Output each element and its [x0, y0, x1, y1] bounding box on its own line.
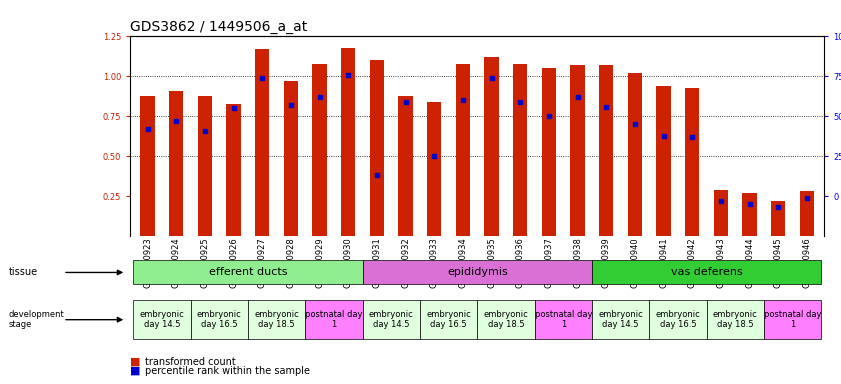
- Bar: [312, 64, 327, 236]
- Bar: [535, 300, 592, 339]
- Bar: [140, 96, 155, 236]
- Text: ■: ■: [130, 366, 140, 376]
- Bar: [649, 300, 706, 339]
- Bar: [706, 300, 764, 339]
- Bar: [362, 260, 592, 285]
- Bar: [305, 300, 362, 339]
- Text: postnatal day
1: postnatal day 1: [305, 310, 362, 329]
- Bar: [542, 68, 556, 236]
- Text: embryonic
day 14.5: embryonic day 14.5: [369, 310, 414, 329]
- Bar: [800, 192, 814, 236]
- Text: efferent ducts: efferent ducts: [209, 267, 287, 278]
- Bar: [226, 104, 241, 236]
- Text: transformed count: transformed count: [145, 357, 236, 367]
- Bar: [592, 260, 822, 285]
- Bar: [283, 81, 298, 236]
- Bar: [714, 190, 728, 236]
- Bar: [427, 102, 442, 236]
- Text: tissue: tissue: [8, 267, 38, 278]
- Bar: [592, 300, 649, 339]
- Bar: [133, 300, 191, 339]
- Text: embryonic
day 18.5: embryonic day 18.5: [713, 310, 758, 329]
- Bar: [627, 73, 643, 236]
- Bar: [362, 300, 420, 339]
- Bar: [456, 64, 470, 236]
- Text: GDS3862 / 1449506_a_at: GDS3862 / 1449506_a_at: [130, 20, 308, 34]
- Bar: [169, 91, 183, 236]
- Text: postnatal day
1: postnatal day 1: [764, 310, 822, 329]
- Bar: [513, 64, 527, 236]
- Text: embryonic
day 14.5: embryonic day 14.5: [140, 310, 184, 329]
- Bar: [771, 201, 785, 236]
- Bar: [420, 300, 477, 339]
- Bar: [198, 96, 212, 236]
- Bar: [191, 300, 248, 339]
- Bar: [743, 193, 757, 236]
- Bar: [370, 60, 384, 236]
- Text: percentile rank within the sample: percentile rank within the sample: [145, 366, 310, 376]
- Text: embryonic
day 18.5: embryonic day 18.5: [484, 310, 528, 329]
- Text: embryonic
day 18.5: embryonic day 18.5: [254, 310, 299, 329]
- Bar: [477, 300, 535, 339]
- Bar: [685, 88, 700, 236]
- Text: epididymis: epididymis: [447, 267, 508, 278]
- Bar: [570, 65, 584, 236]
- Text: ■: ■: [130, 357, 140, 367]
- Text: embryonic
day 16.5: embryonic day 16.5: [426, 310, 471, 329]
- Text: embryonic
day 16.5: embryonic day 16.5: [656, 310, 701, 329]
- Text: postnatal day
1: postnatal day 1: [535, 310, 592, 329]
- Bar: [399, 96, 413, 236]
- Text: embryonic
day 14.5: embryonic day 14.5: [598, 310, 643, 329]
- Bar: [341, 48, 356, 236]
- Bar: [248, 300, 305, 339]
- Bar: [599, 65, 613, 236]
- Bar: [255, 49, 269, 236]
- Bar: [764, 300, 822, 339]
- Text: development
stage: development stage: [8, 310, 64, 329]
- Text: vas deferens: vas deferens: [671, 267, 743, 278]
- Bar: [484, 57, 499, 236]
- Bar: [133, 260, 362, 285]
- Bar: [657, 86, 671, 236]
- Text: embryonic
day 16.5: embryonic day 16.5: [197, 310, 241, 329]
